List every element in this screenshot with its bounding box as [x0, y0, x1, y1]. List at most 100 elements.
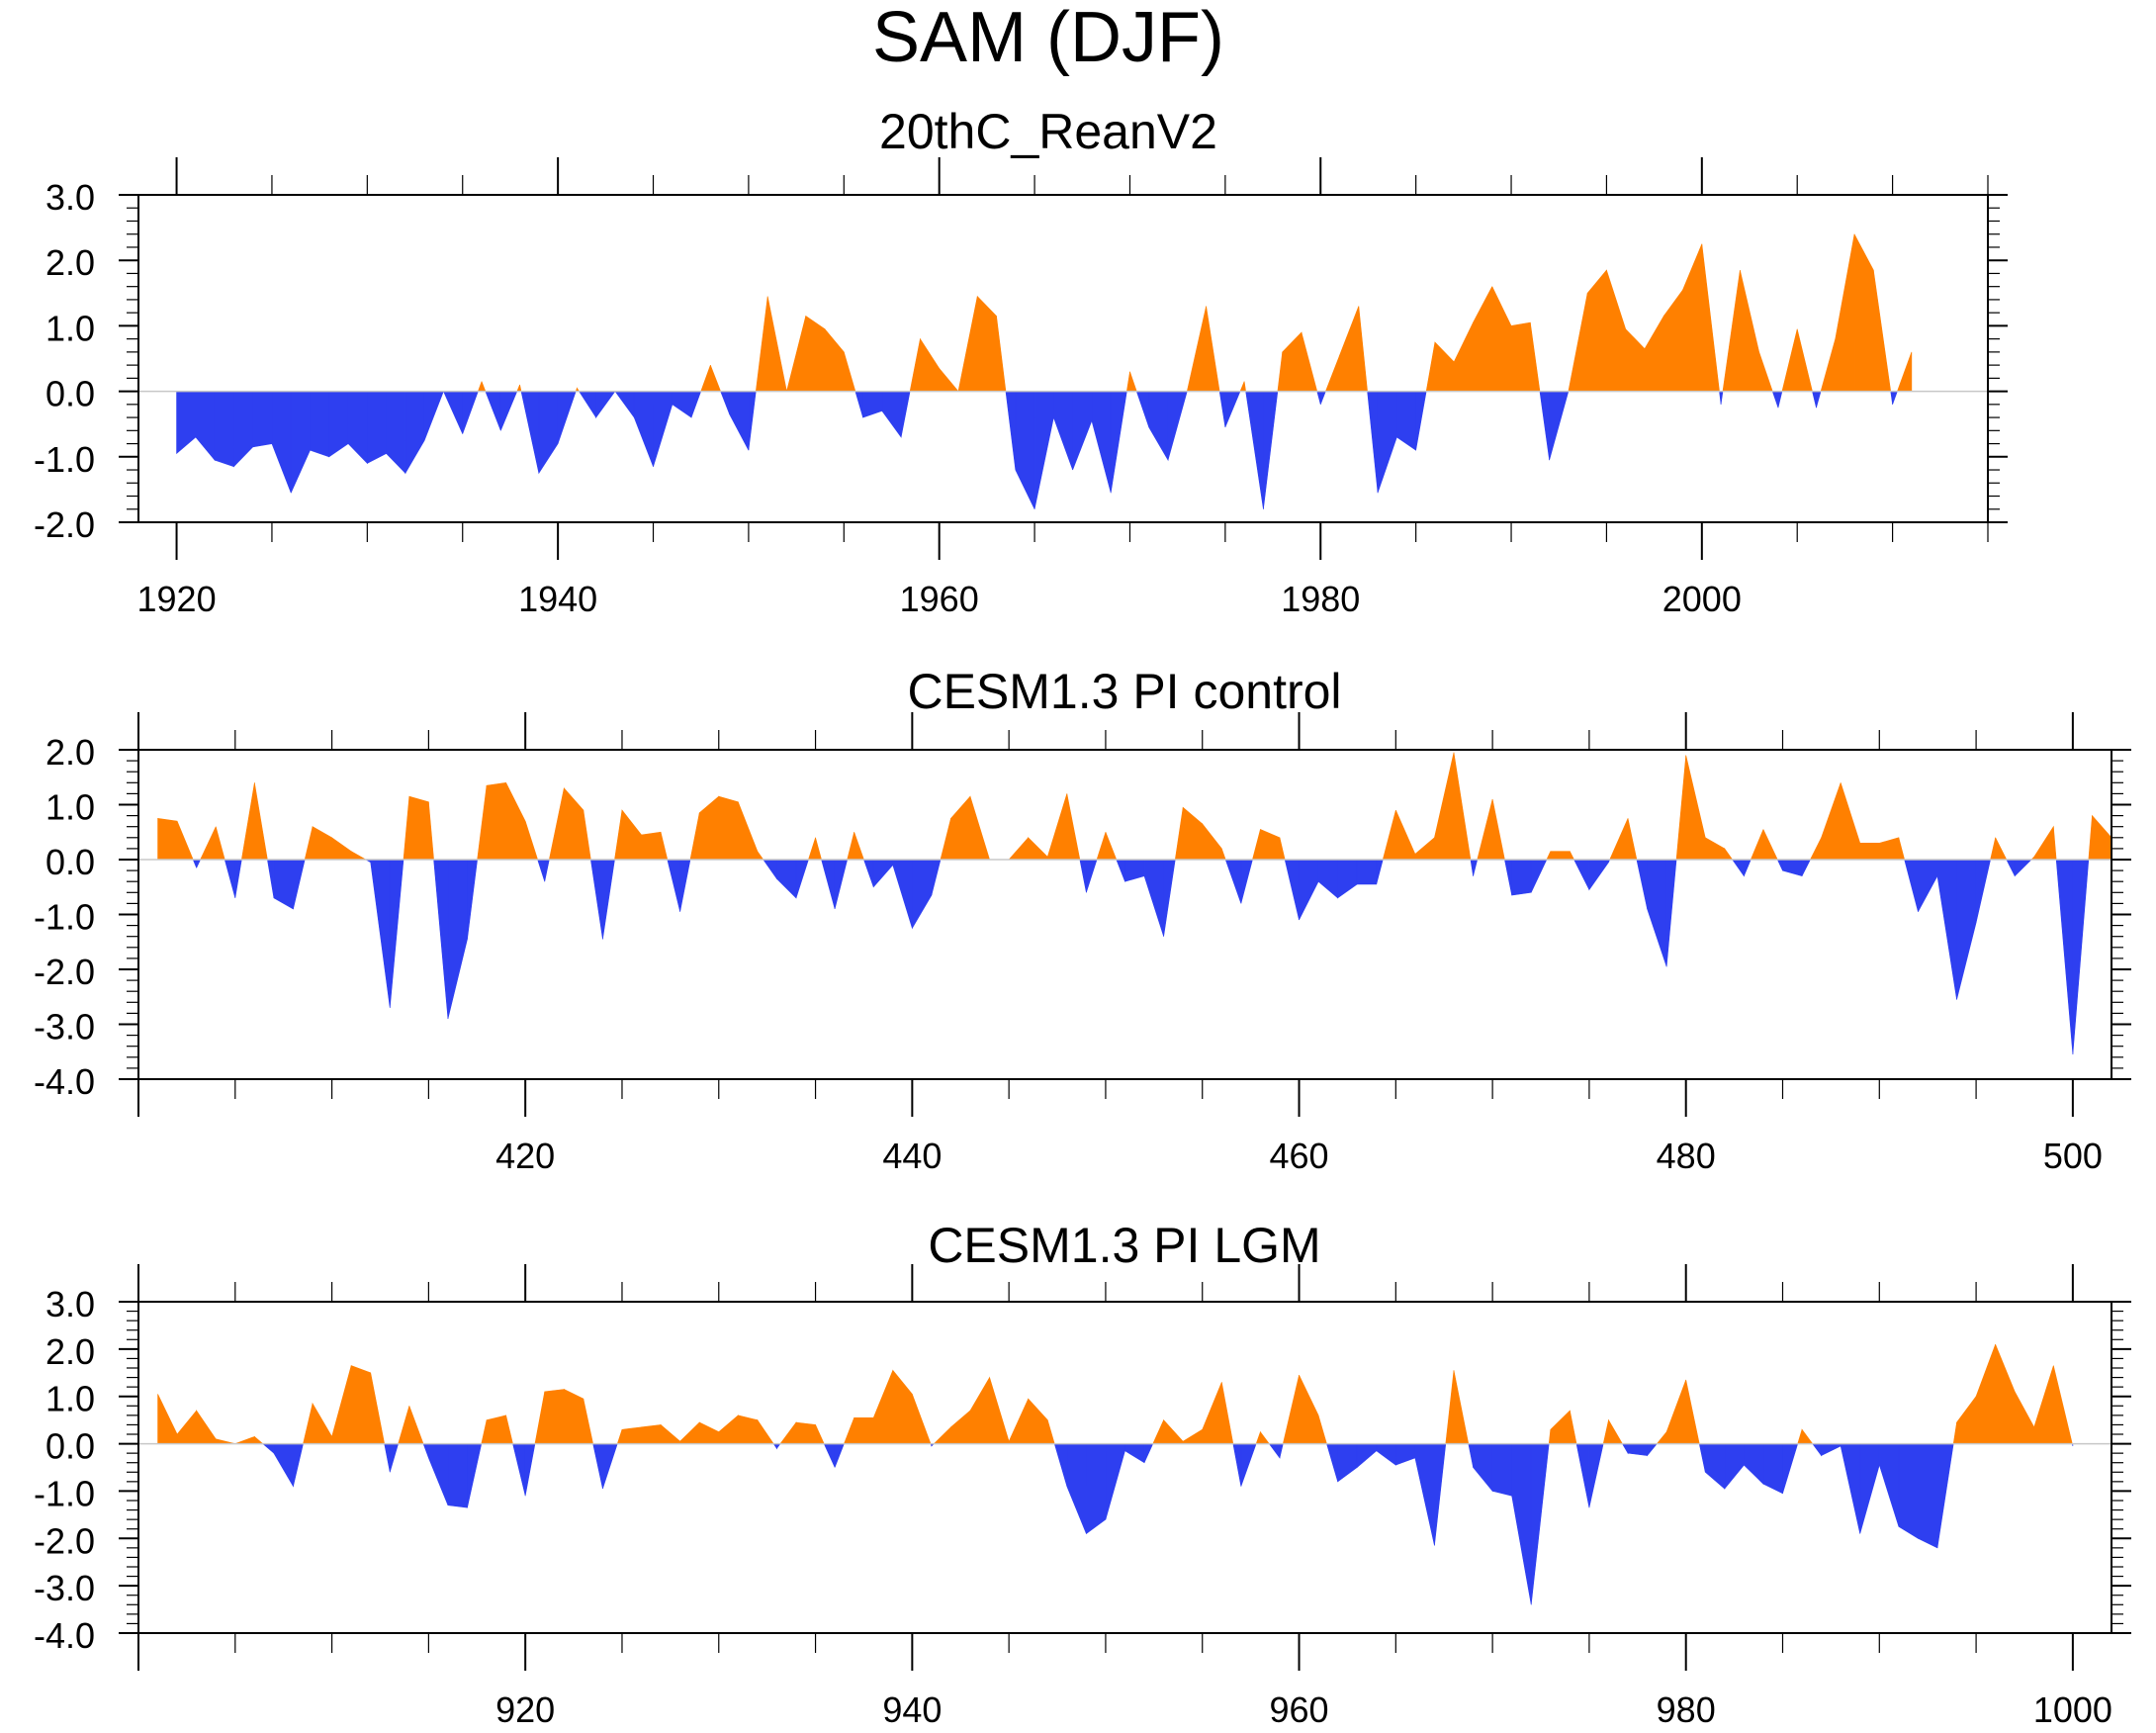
positive-anomaly-area — [1220, 848, 1226, 861]
negative-anomaly-area — [1859, 1443, 1880, 1534]
positive-anomaly-area — [524, 821, 539, 861]
y-tick-label: -3.0 — [34, 1568, 95, 1608]
negative-anomaly-area — [261, 1443, 275, 1454]
positive-anomaly-area — [757, 850, 764, 861]
negative-anomaly-area — [1782, 859, 1803, 877]
negative-anomaly-area — [595, 391, 616, 419]
positive-anomaly-area — [370, 1372, 386, 1444]
negative-anomaly-area — [1377, 391, 1397, 494]
plot-frame — [137, 194, 1989, 523]
negative-anomaly-area — [1549, 391, 1570, 461]
positive-anomaly-area — [1682, 243, 1703, 392]
positive-anomaly-area — [1008, 1398, 1030, 1444]
positive-anomaly-area — [1510, 321, 1531, 392]
positive-anomaly-area — [843, 1417, 854, 1444]
positive-anomaly-area — [933, 1426, 951, 1444]
positive-anomaly-area — [1878, 837, 1900, 861]
negative-anomaly-area — [795, 859, 809, 898]
negative-anomaly-area — [447, 859, 468, 1020]
negative-anomaly-area — [1491, 1443, 1512, 1497]
positive-anomaly-area — [1252, 829, 1261, 861]
positive-anomaly-area — [1477, 798, 1493, 861]
positive-anomaly-area — [1606, 270, 1627, 392]
positive-anomaly-area — [1995, 1343, 2016, 1444]
positive-anomaly-area — [176, 1410, 197, 1444]
positive-anomaly-area — [1602, 1419, 1609, 1444]
negative-anomaly-area — [854, 391, 863, 418]
negative-anomaly-area — [1816, 391, 1822, 409]
positive-anomaly-area — [1656, 1430, 1667, 1444]
negative-anomaly-area — [557, 391, 577, 444]
positive-anomaly-area — [1990, 837, 1996, 861]
positive-anomaly-area — [2033, 1365, 2054, 1444]
positive-anomaly-area — [718, 795, 739, 861]
negative-anomaly-area — [1005, 391, 1017, 471]
negative-anomaly-area — [679, 859, 691, 912]
positive-anomaly-area — [1530, 322, 1541, 392]
positive-anomaly-area — [843, 351, 856, 392]
positive-anomaly-area — [614, 810, 623, 861]
positive-anomaly-area — [1129, 371, 1137, 392]
positive-anomaly-area — [1152, 1419, 1164, 1444]
positive-anomaly-area — [1046, 1419, 1055, 1444]
negative-anomaly-area — [1218, 391, 1226, 428]
negative-anomaly-area — [1279, 1443, 1284, 1458]
positive-anomaly-area — [1781, 328, 1798, 392]
negative-anomaly-area — [2072, 859, 2090, 1055]
positive-anomaly-area — [1395, 809, 1416, 861]
positive-anomaly-area — [940, 818, 951, 861]
positive-anomaly-area — [757, 1418, 774, 1444]
y-tick-label: 2.0 — [45, 242, 95, 283]
positive-anomaly-area — [563, 787, 584, 861]
positive-anomaly-area — [516, 384, 520, 392]
negative-anomaly-area — [273, 859, 294, 910]
x-tick-label: 940 — [882, 1689, 942, 1730]
negative-anomaly-area — [367, 391, 387, 464]
negative-anomaly-area — [667, 859, 680, 912]
negative-anomaly-area — [1621, 1443, 1629, 1455]
negative-anomaly-area — [1337, 1443, 1358, 1483]
negative-anomaly-area — [1904, 859, 1919, 912]
positive-anomaly-area — [1797, 1429, 1803, 1444]
negative-anomaly-area — [821, 859, 836, 910]
negative-anomaly-area — [1086, 859, 1098, 893]
positive-anomaly-area — [660, 1423, 680, 1444]
positive-anomaly-area — [698, 795, 720, 861]
negative-anomaly-area — [1647, 1443, 1659, 1457]
positive-anomaly-area — [976, 295, 997, 392]
negative-anomaly-area — [1015, 391, 1035, 509]
positive-anomaly-area — [1096, 832, 1107, 861]
positive-anomaly-area — [505, 1414, 513, 1444]
negative-anomaly-area — [389, 1443, 400, 1473]
negative-anomaly-area — [1575, 1443, 1590, 1508]
positive-anomaly-area — [1662, 289, 1683, 392]
positive-anomaly-area — [398, 1406, 410, 1444]
negative-anomaly-area — [1268, 1443, 1281, 1459]
positive-anomaly-area — [1382, 809, 1396, 861]
positive-anomaly-area — [1125, 371, 1130, 392]
figure-title: SAM (DJF) — [872, 0, 1224, 77]
x-tick-label: 1920 — [137, 579, 217, 619]
negative-anomaly-area — [1415, 391, 1427, 451]
negative-anomaly-area — [224, 859, 236, 898]
negative-anomaly-area — [1473, 859, 1479, 876]
negative-anomaly-area — [1072, 391, 1093, 471]
negative-anomaly-area — [834, 1443, 845, 1468]
positive-anomaly-area — [815, 837, 822, 861]
positive-anomaly-area — [1434, 341, 1455, 392]
positive-anomaly-area — [331, 837, 352, 861]
negative-anomaly-area — [462, 391, 479, 434]
negative-anomaly-area — [1470, 859, 1474, 876]
x-tick-label: 440 — [882, 1136, 942, 1176]
positive-anomaly-area — [1046, 793, 1068, 861]
positive-anomaly-area — [1546, 851, 1552, 861]
positive-anomaly-area — [2088, 815, 2093, 861]
negative-anomaly-area — [1511, 859, 1532, 896]
negative-anomaly-area — [1936, 1443, 1954, 1548]
negative-anomaly-area — [863, 859, 874, 887]
positive-anomaly-area — [1625, 327, 1646, 392]
y-tick-label: -4.0 — [34, 1061, 95, 1102]
positive-anomaly-area — [350, 851, 367, 861]
positive-anomaly-area — [563, 1389, 584, 1444]
positive-anomaly-area — [1586, 269, 1607, 392]
